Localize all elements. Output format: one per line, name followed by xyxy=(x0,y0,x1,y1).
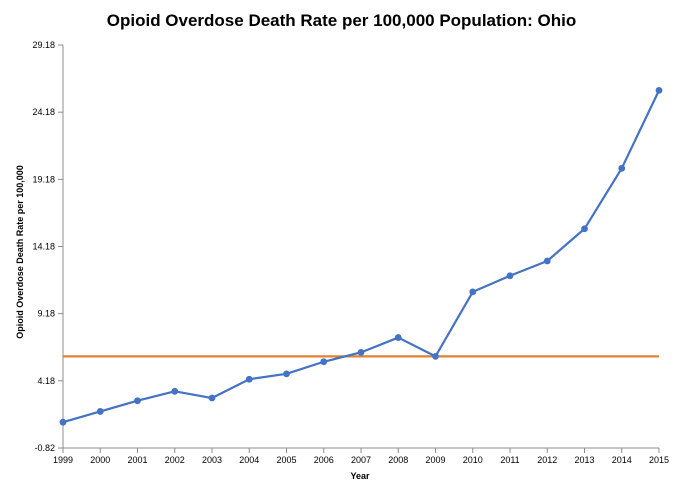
data-point xyxy=(208,394,216,402)
series-line xyxy=(62,89,660,424)
y-axis-title: Opioid Overdose Death Rate per 100,000 xyxy=(15,165,25,339)
x-axis-title: Year xyxy=(350,471,370,481)
x-tick-label: 2007 xyxy=(351,455,371,465)
x-tick-label: 2014 xyxy=(612,455,632,465)
data-point xyxy=(96,408,104,415)
x-tick-label: 2006 xyxy=(314,455,334,465)
data-point xyxy=(655,87,663,94)
x-tick-label: 1999 xyxy=(53,455,73,465)
y-tick-label: 19.18 xyxy=(32,174,55,184)
y-tick-label: -0.82 xyxy=(34,443,55,453)
y-tick-label: 24.18 xyxy=(32,107,55,117)
data-point xyxy=(618,164,626,172)
x-tick-label: 2013 xyxy=(574,455,594,465)
y-tick-label: 4.18 xyxy=(37,376,55,386)
x-tick-label: 2003 xyxy=(202,455,222,465)
y-tick-label: 29.18 xyxy=(32,40,55,50)
y-tick-label: 14.18 xyxy=(32,242,55,252)
x-tick-label: 2012 xyxy=(537,455,557,465)
chart-title: Opioid Overdose Death Rate per 100,000 P… xyxy=(107,11,577,30)
x-tick-label: 2008 xyxy=(388,455,408,465)
data-point xyxy=(394,334,402,341)
x-tick-label: 2001 xyxy=(127,455,147,465)
x-tick-label: 2010 xyxy=(463,455,483,465)
x-tick-label: 2011 xyxy=(500,455,519,465)
data-point xyxy=(320,358,328,366)
data-point xyxy=(134,397,141,405)
data-point xyxy=(245,375,253,383)
data-point xyxy=(506,272,514,280)
data-point xyxy=(469,288,477,296)
data-point xyxy=(543,257,551,265)
x-tick-label: 2009 xyxy=(425,455,445,465)
y-tick-label: 9.18 xyxy=(37,309,55,319)
x-tick-label: 2004 xyxy=(239,455,259,465)
data-point xyxy=(581,225,588,233)
x-tick-label: 2002 xyxy=(165,455,185,465)
x-tick-label: 2005 xyxy=(276,455,296,465)
x-tick-label: 2000 xyxy=(90,455,110,465)
data-point xyxy=(171,387,179,395)
data-point xyxy=(357,348,365,356)
series-layer xyxy=(59,87,663,426)
x-tick-label: 2015 xyxy=(649,455,669,465)
data-point xyxy=(432,352,439,360)
axes: -0.82 4.18 9.18 14.18 19.18 24.18 29.18 1999 200… xyxy=(32,40,669,465)
data-point xyxy=(59,418,67,426)
data-point xyxy=(283,370,290,378)
